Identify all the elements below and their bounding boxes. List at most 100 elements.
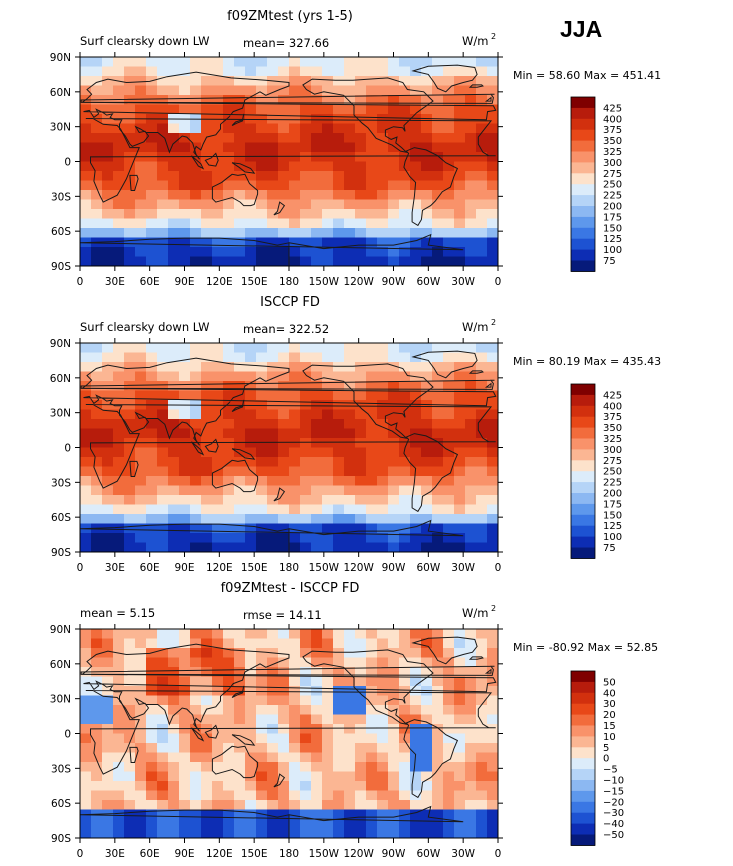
lat-tick-label: 60S: [51, 226, 71, 238]
lon-tick-label: 90W: [382, 562, 406, 574]
lon-tick-label: 0: [495, 848, 502, 860]
units-exponent: 2: [491, 32, 496, 41]
heatmap: [80, 343, 498, 552]
coastline: [211, 459, 259, 493]
coastline: [273, 487, 286, 502]
panel-title: f09ZMtest - ISCCP FD: [221, 581, 360, 596]
colorbar-label: 30: [603, 699, 616, 710]
lon-tick-label: 180: [279, 848, 299, 860]
colorbar-label: 275: [603, 456, 622, 467]
lat-tick-label: 60N: [50, 373, 71, 385]
colorbar-label: 275: [603, 169, 622, 180]
coastline: [403, 433, 459, 513]
coastline: [302, 77, 434, 153]
coastline: [80, 643, 497, 732]
coastline: [411, 350, 478, 379]
colorbar-swatch: [571, 758, 595, 770]
colorbar-swatch: [571, 703, 595, 715]
minmax-label: Min = 80.19 Max = 435.43: [513, 355, 661, 368]
colorbar-swatch: [571, 162, 595, 174]
panel-title: ISCCP FD: [260, 295, 320, 310]
coastline: [80, 379, 495, 390]
lon-tick-label: 0: [495, 276, 502, 288]
colorbar-swatch: [571, 438, 595, 450]
colorbar-swatch: [571, 129, 595, 141]
lat-tick-label: 30S: [51, 191, 71, 203]
lon-tick-label: 60E: [140, 276, 160, 288]
colorbar-label: 225: [603, 191, 622, 202]
lat-tick-label: 60N: [50, 659, 71, 671]
minmax-label: Min = -80.92 Max = 52.85: [513, 641, 658, 654]
colorbar-label: 300: [603, 158, 622, 169]
colorbar-label: −30: [603, 808, 624, 819]
coastline: [191, 441, 205, 456]
coastline: [204, 438, 219, 453]
units-label: W/m: [462, 34, 488, 48]
colorbar-swatch: [571, 736, 595, 748]
coastline: [468, 84, 484, 88]
colorbar-swatch: [571, 151, 595, 163]
colorbar-swatch: [571, 184, 595, 196]
lat-tick-label: 90N: [50, 624, 71, 636]
coastline: [273, 773, 286, 788]
colorbar-swatch: [571, 427, 595, 439]
colorbar-label: 100: [603, 245, 622, 256]
colorbar-swatch: [571, 525, 595, 537]
colorbar-label: 125: [603, 521, 622, 532]
colorbar-frame: [570, 96, 596, 272]
colorbar-swatch: [571, 216, 595, 229]
colorbar-swatch: [571, 547, 595, 559]
lon-tick-label: 30W: [451, 848, 475, 860]
coastline: [302, 649, 434, 726]
colorbar-label: −50: [603, 830, 624, 841]
coastline: [484, 96, 492, 102]
coastline: [80, 233, 464, 266]
colorbar-swatch: [571, 834, 595, 846]
lat-tick-label: 90S: [51, 261, 71, 273]
colorbar-swatch: [571, 416, 595, 428]
colorbar-swatch: [571, 681, 595, 694]
lat-tick-label: 60S: [51, 512, 71, 524]
coastline: [403, 147, 459, 227]
lon-tick-label: 150W: [309, 562, 340, 574]
colorbar-label: 200: [603, 202, 622, 213]
lon-tick-label: 180: [279, 276, 299, 288]
coastline: [484, 382, 492, 388]
colorbar-label: −20: [603, 797, 624, 808]
colorbar-label: −40: [603, 819, 624, 830]
panel-2: ISCCP FD Surf clearsky down LW mean= 322.5…: [50, 295, 661, 574]
continent-outlines: [80, 636, 497, 838]
lat-tick-label: 30N: [50, 694, 71, 706]
units-label: W/m: [462, 606, 488, 620]
colorbar-label: −5: [603, 765, 618, 776]
colorbar-swatch: [571, 801, 595, 814]
coastline: [231, 162, 256, 174]
lon-tick-label: 150E: [241, 276, 268, 288]
coastline: [411, 636, 478, 665]
coastline: [204, 152, 219, 167]
colorbar: 4254003753503253002752502252001751501251…: [570, 96, 622, 272]
lon-tick-label: 0: [77, 848, 84, 860]
coastline: [484, 668, 492, 674]
coastline: [191, 727, 205, 742]
colorbar-swatch: [571, 249, 595, 261]
heatmap: [80, 57, 498, 266]
colorbar-label: 400: [603, 114, 622, 125]
colorbar-swatch: [571, 503, 595, 516]
lon-tick-label: 120W: [343, 562, 374, 574]
colorbar-label: 15: [603, 721, 616, 732]
panel-left-label: mean = 5.15: [80, 606, 155, 620]
colorbar-swatch: [571, 780, 595, 792]
lon-tick-label: 120W: [343, 276, 374, 288]
colorbar-label: 150: [603, 510, 622, 521]
colorbar-swatch: [571, 195, 595, 207]
lon-tick-label: 0: [77, 562, 84, 574]
coastline: [231, 734, 256, 746]
lat-tick-label: 30N: [50, 122, 71, 134]
coastline: [273, 201, 286, 216]
colorbar-swatch: [571, 140, 595, 152]
lon-tick-label: 30E: [105, 562, 125, 574]
colorbar: 4254003753503253002752502252001751501251…: [570, 383, 622, 559]
coastline: [231, 685, 245, 698]
